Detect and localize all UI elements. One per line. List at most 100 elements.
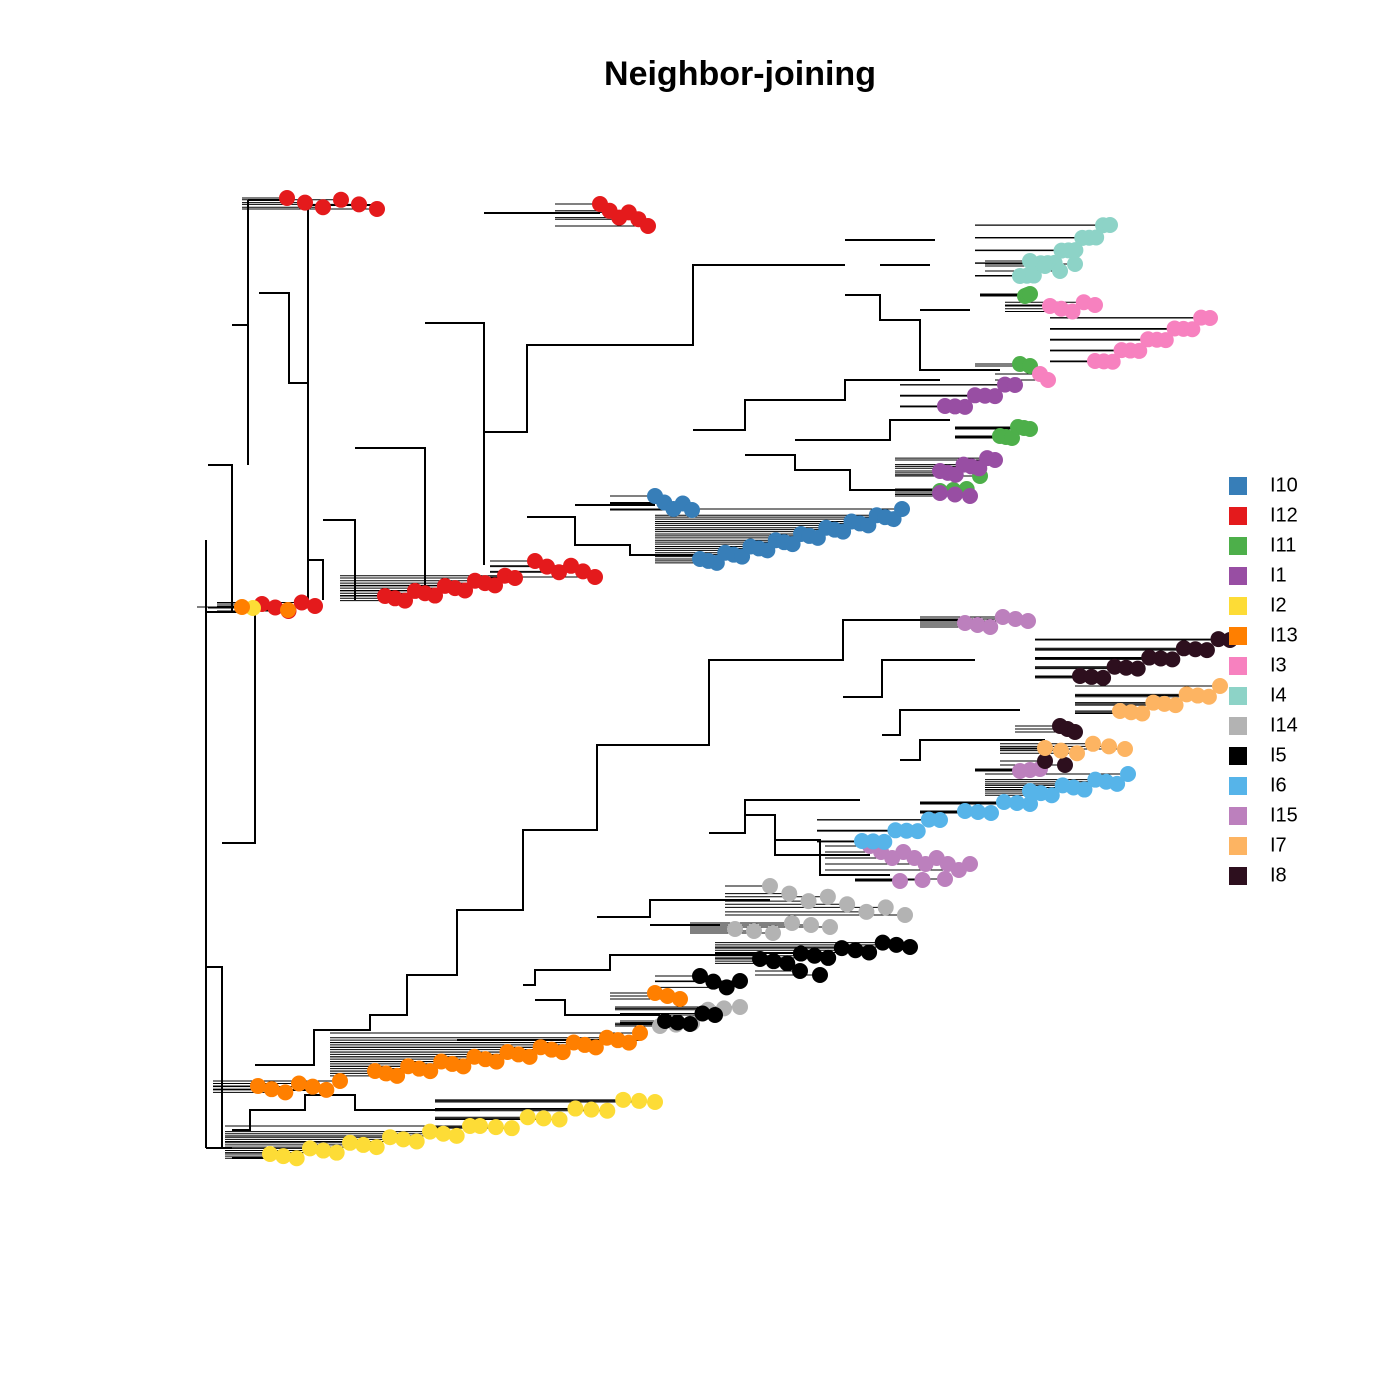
tip-point [277, 1084, 294, 1101]
tip-point [382, 1129, 398, 1146]
tip-point [1152, 650, 1169, 667]
tip-point [488, 1053, 505, 1070]
tip-point [1210, 631, 1227, 648]
tip-point [1067, 242, 1084, 259]
tip-point [1037, 740, 1053, 756]
tip-point [684, 502, 700, 518]
tip-point [682, 1016, 698, 1032]
tip-point [647, 1094, 663, 1110]
tip-point [551, 564, 567, 581]
tip-point [1088, 229, 1105, 246]
tip-point [583, 1101, 600, 1118]
legend-swatch [1229, 567, 1247, 585]
tip-point [987, 388, 1003, 405]
tip-point [914, 872, 931, 888]
tip-point [659, 988, 676, 1004]
tip-point [1037, 258, 1053, 274]
tip-point [947, 486, 963, 503]
tip-point [779, 955, 796, 972]
tip-point [694, 1005, 711, 1022]
tip-point [1072, 668, 1088, 684]
tip-point [1184, 321, 1201, 338]
tip-point [1064, 303, 1081, 320]
tip-point [318, 1081, 335, 1098]
tip-point [1200, 688, 1217, 705]
legend-label: I4 [1270, 684, 1287, 706]
tip-point [640, 218, 656, 234]
legend-label: I7 [1270, 834, 1287, 856]
legend-label: I5 [1270, 744, 1287, 766]
tip-point [1095, 669, 1112, 686]
tip-point [874, 934, 891, 951]
tip-point [280, 602, 296, 618]
legend-label: I3 [1270, 654, 1287, 676]
tip-point [812, 967, 828, 983]
tip-point [657, 1013, 673, 1029]
tip-point [1043, 787, 1060, 804]
tip-point [448, 1127, 465, 1144]
tip-point [820, 949, 837, 966]
tip-point [632, 1025, 648, 1041]
tip-point [847, 942, 864, 959]
legend-swatch [1229, 477, 1247, 495]
tip-point [408, 1133, 425, 1150]
tip-point [1037, 753, 1053, 769]
tip-point [1118, 659, 1135, 676]
tip-point [291, 1075, 307, 1092]
tip-point [1102, 217, 1118, 233]
tip-point [1009, 795, 1025, 811]
legend-label: I14 [1270, 714, 1298, 736]
legend-swatch [1229, 657, 1247, 675]
tip-point [970, 804, 986, 820]
tip-point [262, 1146, 278, 1162]
tip-point [527, 553, 543, 569]
tip-point [457, 582, 473, 599]
tip-point [368, 1139, 385, 1156]
tip-point [297, 194, 313, 211]
tip-point [957, 803, 973, 819]
tip-point [822, 919, 838, 935]
tip-point [806, 947, 823, 964]
tip-point [503, 1120, 520, 1137]
tip-point [472, 1118, 488, 1134]
tip-point [1007, 611, 1024, 627]
legend-swatch [1229, 627, 1247, 645]
tree-branches [205, 199, 1045, 1159]
tip-point [752, 951, 768, 967]
tip-point [1022, 286, 1038, 302]
tip-point [937, 871, 953, 887]
tip-point [876, 833, 893, 850]
tip-point [1057, 757, 1073, 773]
legend-swatch [1229, 807, 1247, 825]
tip-point [267, 599, 284, 616]
tip-point [315, 199, 331, 216]
tip-point [1067, 724, 1083, 740]
tip-point [1022, 253, 1038, 269]
legend: I10 I12 I11 I1 I2 I13 I3 I4 I14 I5 I6 I15 I7 I8 [1229, 474, 1298, 886]
tip-point [1131, 342, 1148, 359]
tip-point [746, 923, 762, 939]
legend-label: I6 [1270, 774, 1287, 796]
tip-point [455, 1058, 472, 1075]
tip-point [792, 963, 808, 979]
legend-swatch [1229, 537, 1247, 555]
tip-point [888, 936, 905, 953]
tip-point [692, 968, 708, 984]
tip-point [932, 485, 948, 501]
tip-point [909, 823, 926, 840]
legend-label: I12 [1270, 504, 1298, 526]
tip-point [575, 563, 591, 580]
tip-point [1175, 640, 1192, 657]
tip-point [1141, 649, 1158, 666]
tip-point [983, 805, 999, 821]
tip-point [1040, 372, 1056, 388]
tip-point [1052, 263, 1068, 279]
tip-point [1053, 742, 1069, 759]
tip-point [1120, 766, 1136, 782]
tip-point [1167, 697, 1184, 714]
tip-point [962, 488, 978, 504]
tip-point [521, 1048, 538, 1065]
tip-point [1067, 256, 1083, 272]
tip-point [1106, 658, 1123, 675]
tip-point [1134, 705, 1151, 722]
